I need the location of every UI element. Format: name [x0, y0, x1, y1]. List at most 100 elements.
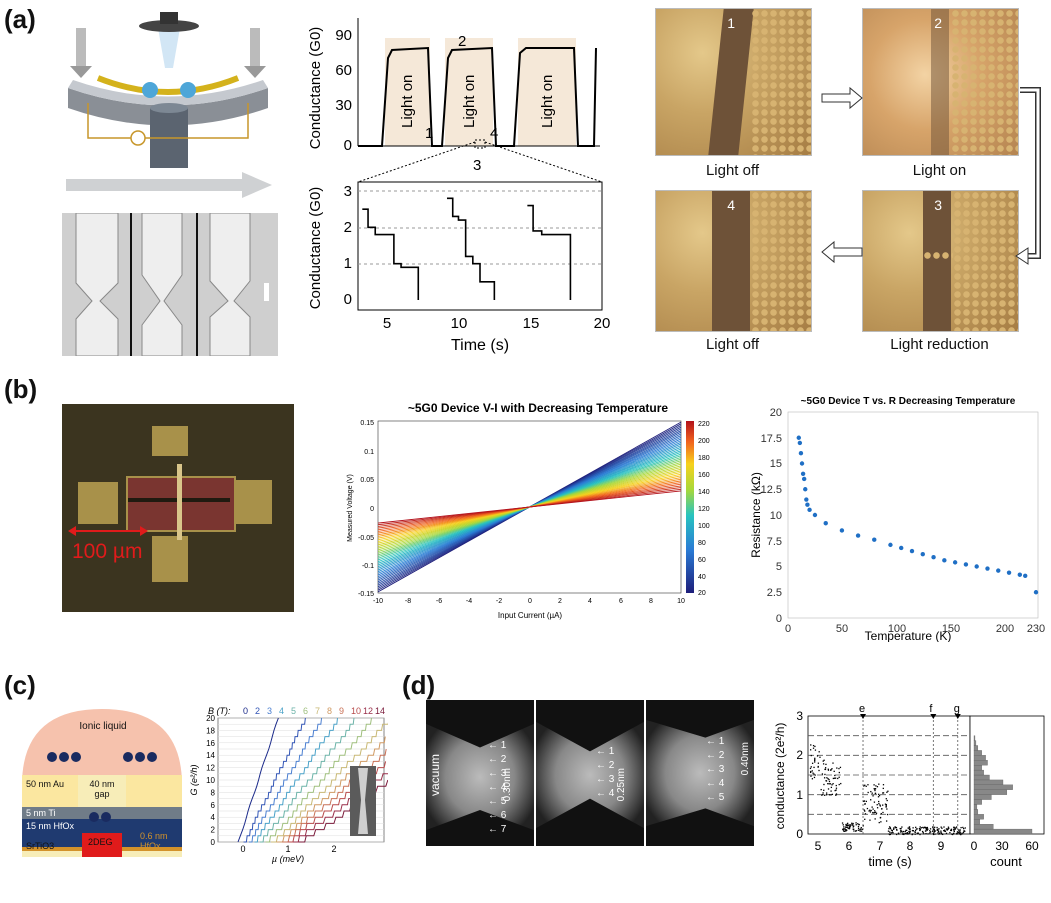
d-point: [889, 827, 892, 830]
d-point: [869, 811, 872, 813]
d-hist-bar: [973, 784, 1013, 790]
c-b-value: 10: [351, 706, 361, 716]
c-line: [260, 717, 355, 843]
d-point: [955, 827, 957, 829]
a-bottom-ytick: 0: [344, 291, 352, 308]
d-point: [940, 830, 942, 832]
b-rt-point: [963, 562, 969, 567]
d-hist-bar: [973, 740, 977, 746]
d-point: [880, 821, 882, 823]
render-number: 2: [934, 15, 943, 31]
d-point: [960, 826, 962, 829]
c-ytick: 14: [206, 751, 215, 760]
d-point: [814, 745, 816, 748]
c-b-value: 2: [255, 706, 260, 716]
b-cbar-tick: 60: [698, 557, 706, 564]
d-ytick: 1: [796, 788, 803, 802]
b-vi-yticks: 0.15 0.1 0.05 0 -0.05 -0.1 -0.15: [358, 420, 374, 598]
d-point: [884, 803, 887, 805]
d-xtick: 7: [877, 839, 884, 853]
d-point: [882, 804, 884, 806]
d-point: [853, 825, 855, 827]
d-point: [940, 833, 942, 835]
d-marker: e: [859, 703, 865, 715]
d-point: [824, 768, 827, 771]
d-point: [914, 831, 916, 833]
d-point: [932, 830, 934, 832]
b-rt-point: [899, 545, 904, 551]
d-point: [863, 809, 865, 811]
d-point: [867, 784, 869, 786]
b-rt-xlabel: Temperature (K): [865, 629, 952, 642]
panel-label-d: (d): [402, 670, 436, 700]
c-ytick: 4: [211, 813, 216, 822]
d-point: [831, 768, 833, 770]
c-xtick: 0: [240, 844, 245, 854]
d-point: [895, 826, 898, 829]
d-point: [919, 829, 921, 832]
d-point: [830, 790, 832, 792]
d-point: [869, 819, 871, 821]
a-top-ytick: 30: [335, 97, 352, 114]
d-point: [906, 831, 908, 834]
a-bottom-plot: 0 1 2 3 5 10 15 20 Time (s) Conductance …: [307, 181, 610, 354]
d-point: [873, 801, 876, 803]
d-point: [845, 829, 847, 832]
d-point: [832, 762, 834, 764]
d-point: [893, 827, 895, 829]
a-bottom-xtick: 5: [383, 315, 391, 332]
c-label-ti: 5 nm Ti: [26, 808, 56, 818]
d-point: [858, 823, 860, 826]
d-point: [879, 804, 881, 806]
d-point: [812, 747, 815, 749]
b-rt-xticks: 0 50 100 150 200 230: [785, 623, 1045, 635]
a-top-yticks: 0 30 60 90: [335, 27, 352, 154]
d-point: [839, 766, 842, 769]
d-point: [914, 833, 916, 835]
d-point: [920, 827, 923, 829]
d-point: [865, 800, 867, 803]
d-point: [906, 833, 908, 835]
d-point: [855, 822, 857, 824]
d-layer-marker: ← 7: [488, 824, 507, 835]
a-bottom-trace: [362, 208, 420, 300]
d-point: [828, 783, 830, 785]
d-point: [868, 810, 870, 812]
render-4: 4: [655, 190, 812, 332]
d-point: [951, 833, 954, 836]
d-point: [816, 755, 819, 757]
d-point: [938, 832, 941, 834]
d-point: [936, 829, 938, 831]
b-rt-xtick: 100: [888, 623, 906, 635]
a-bottom-xtick: 15: [523, 315, 540, 332]
render-3: 3: [862, 190, 1019, 332]
d-point: [832, 783, 834, 785]
d-tem-image-2: 0.25nm ← 1 ← 2 ← 3 ← 4: [536, 700, 644, 846]
d-point: [914, 829, 917, 832]
d-point: [872, 808, 874, 810]
d-point: [814, 749, 817, 751]
a-top-marker-4: 4: [490, 125, 498, 142]
d-point: [843, 826, 845, 828]
d-point: [901, 831, 903, 833]
render-number: 4: [727, 197, 736, 213]
c-b-values: 0 2 3 4 5 6 7 8 9 10 12 14: [243, 706, 385, 716]
d-point: [824, 794, 826, 796]
d-point: [836, 767, 838, 769]
d-point: [838, 776, 840, 778]
d-point: [877, 796, 880, 798]
d-point: [902, 833, 904, 835]
b-vi-ytick: 0.1: [364, 449, 374, 456]
b-vi-xtick: 0: [528, 598, 532, 605]
d-point: [855, 830, 857, 832]
d-point: [838, 783, 840, 786]
d-point: [852, 822, 854, 825]
render-number: 1: [727, 15, 736, 31]
d-point: [842, 824, 844, 826]
d-point: [874, 811, 877, 813]
d-point: [912, 830, 914, 832]
d-layer-marker: ← 4: [488, 782, 507, 793]
b-cbar-tick: 100: [698, 523, 710, 530]
d-hist-bar: [973, 735, 976, 741]
d-point: [960, 833, 962, 836]
